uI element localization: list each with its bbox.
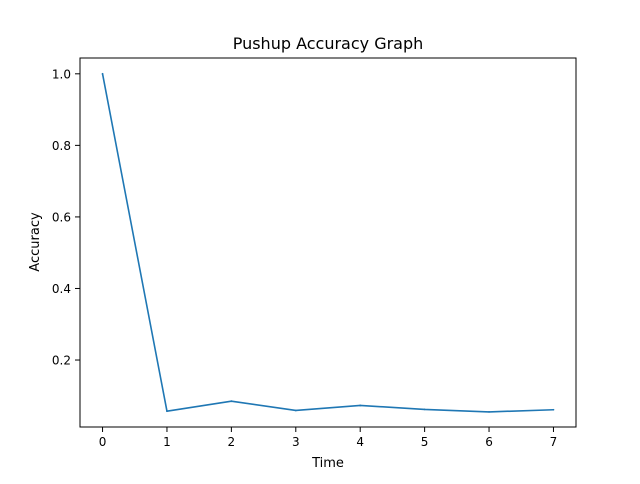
chart-title: Pushup Accuracy Graph [233,34,424,53]
data-point [101,72,104,75]
y-tick-label: 0.6 [52,210,71,224]
y-tick-label: 0.2 [52,354,71,368]
axes-frame [79,57,577,428]
y-tick-label: 0.8 [52,139,71,153]
x-axis: 0 1 2 3 4 5 6 7 [99,427,558,449]
x-tick-label: 4 [356,435,364,449]
y-tick-label: 0.4 [52,282,71,296]
x-tick-label: 6 [485,435,493,449]
data-point [230,400,233,403]
data-point [488,411,490,413]
x-tick-label: 0 [99,435,107,449]
x-tick-label: 1 [163,435,171,449]
plot-area [101,72,555,413]
x-tick-label: 5 [421,435,429,449]
data-point [359,404,362,407]
data-point [294,409,297,412]
x-tick-label: 2 [228,435,236,449]
y-axis: 0.2 0.4 0.6 0.8 1.0 [52,67,80,368]
y-tick-label: 1.0 [52,67,71,81]
data-point [423,408,426,411]
series-line [101,73,554,413]
y-axis-label: Accuracy [28,212,43,272]
data-point [552,408,555,411]
data-point [166,410,168,413]
x-tick-label: 7 [550,435,558,449]
x-axis-label: Time [311,456,344,471]
x-tick-label: 3 [292,435,300,449]
